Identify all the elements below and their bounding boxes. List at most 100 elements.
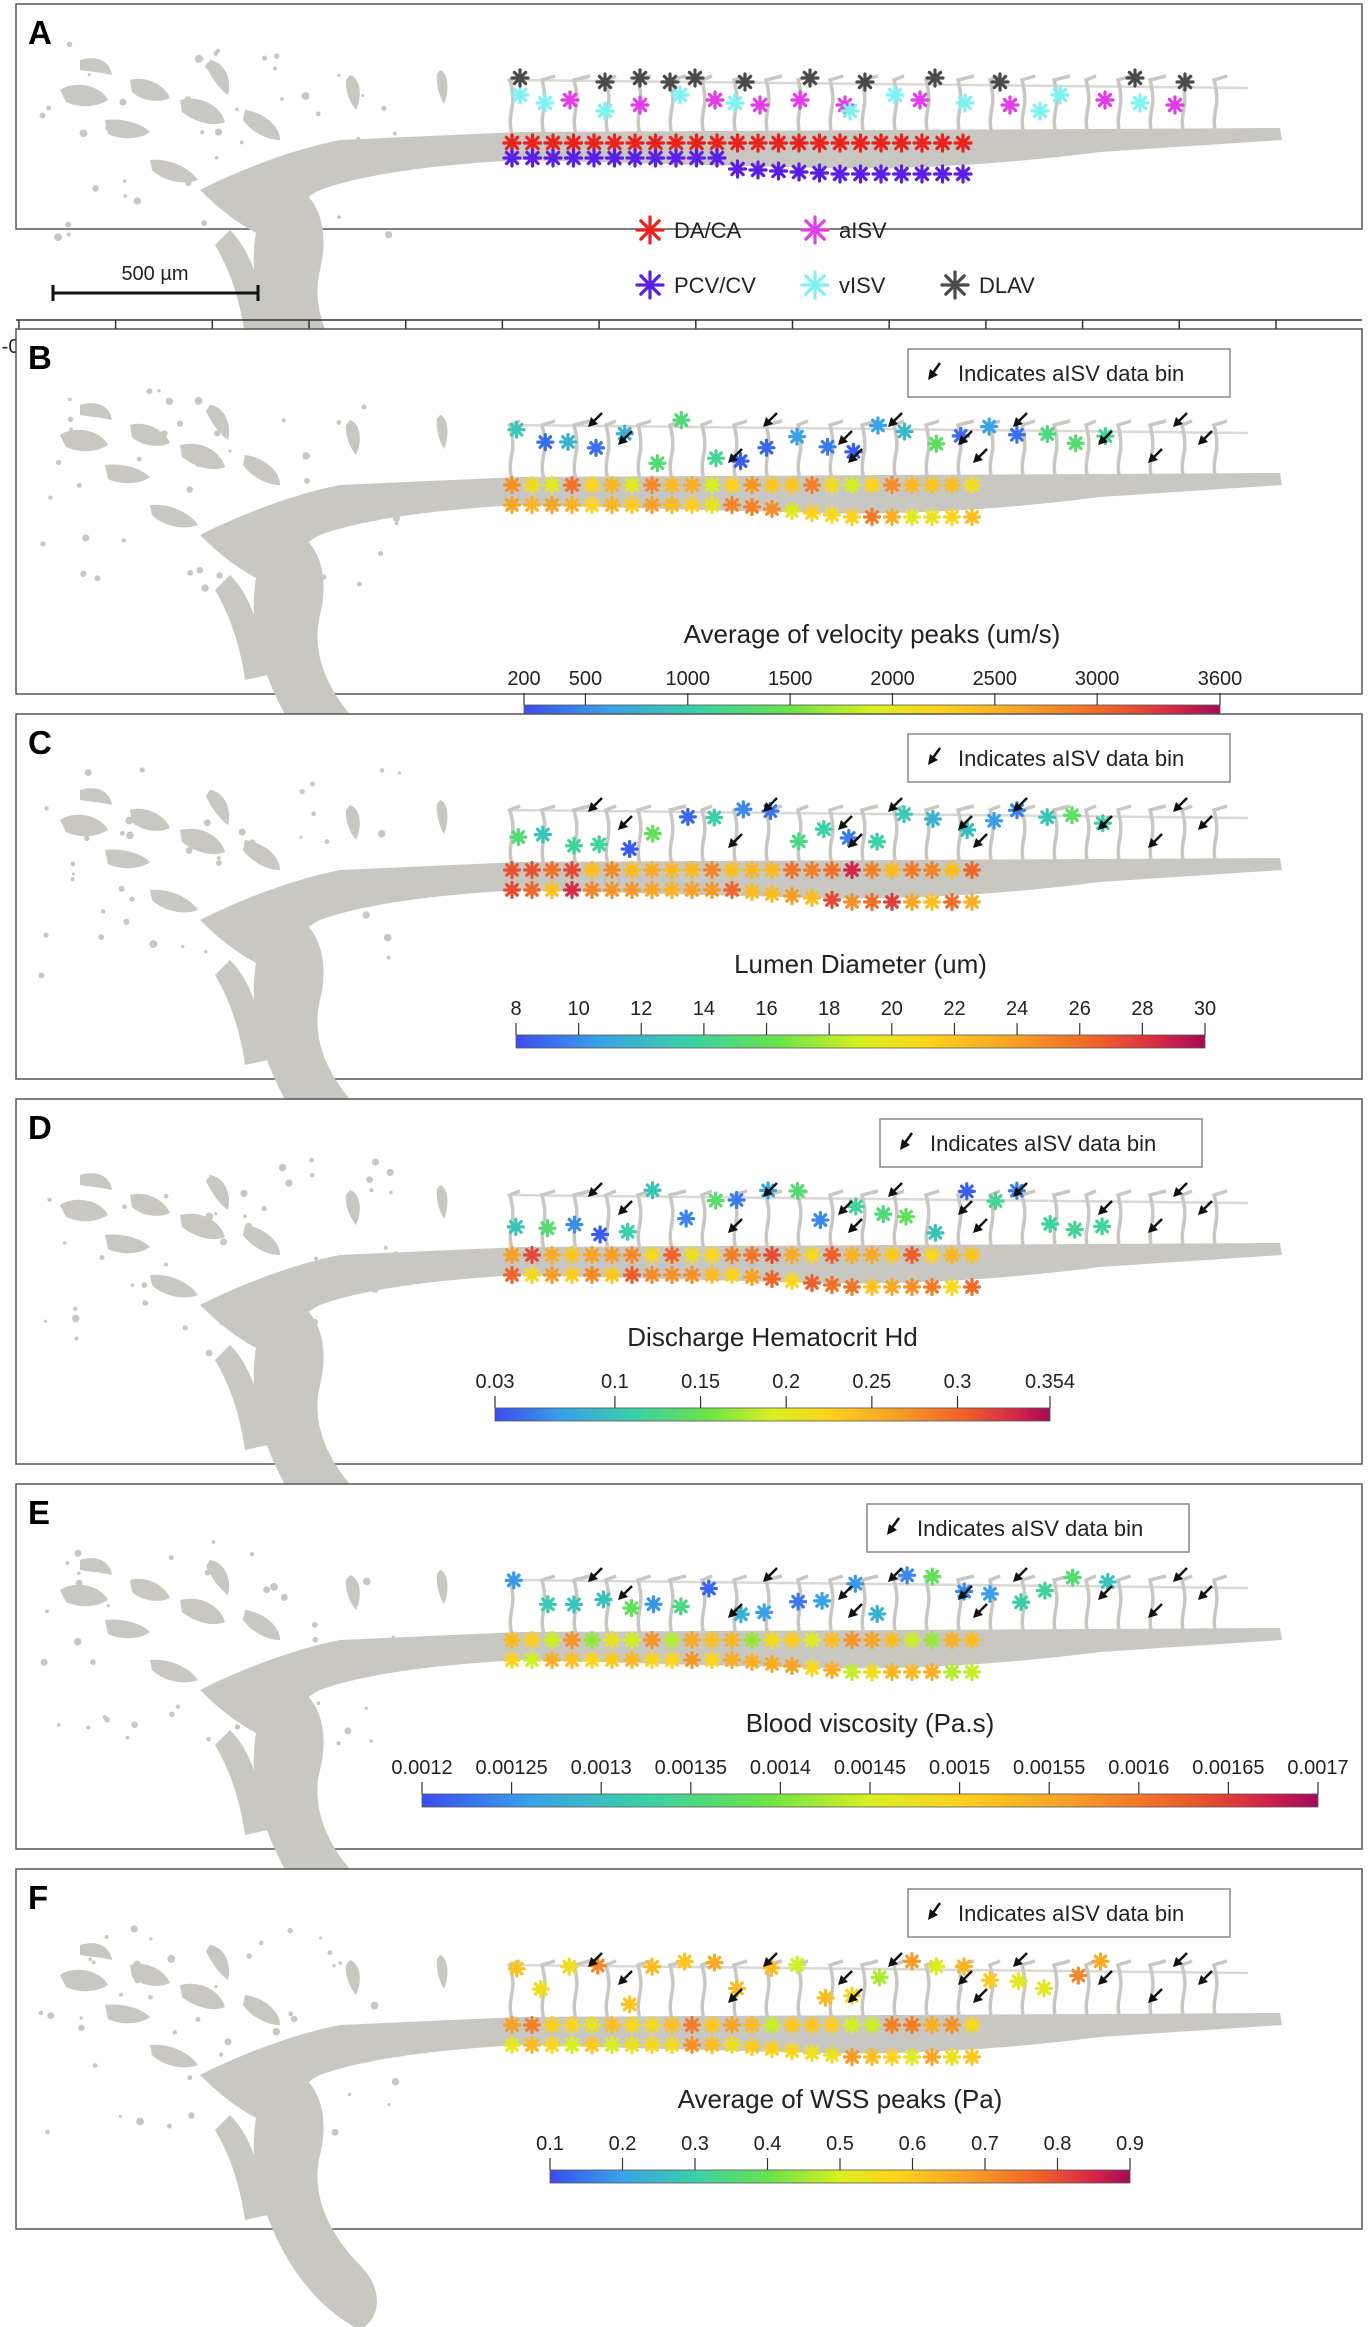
isv-marker <box>757 438 776 457</box>
da-marker <box>642 2015 662 2035</box>
da-marker <box>822 2015 842 2035</box>
da-ca-marker <box>850 133 871 153</box>
isv-marker <box>620 839 639 859</box>
da-ca-marker <box>584 133 604 153</box>
isv-marker <box>787 427 807 446</box>
colorbar-tick-label: 0.0013 <box>571 1757 632 1779</box>
note-text: Indicates aISV data bin <box>958 361 1184 386</box>
isv-marker <box>896 1207 916 1226</box>
legend-item: aISV <box>800 215 887 245</box>
dlav-marker <box>1125 68 1145 88</box>
da-marker <box>522 1245 542 1265</box>
da-marker <box>902 860 922 880</box>
zebrafish-vasculature <box>38 1925 1282 2327</box>
aisv-arrow-icon <box>588 412 603 427</box>
da-marker <box>622 2015 642 2035</box>
da-marker <box>582 1245 602 1265</box>
aisv-arrow-icon <box>1098 1970 1113 1985</box>
da-ca-marker <box>522 133 543 153</box>
isv-marker <box>1098 1572 1117 1592</box>
aisv-arrow-icon <box>618 815 633 830</box>
pcv-marker <box>662 2035 682 2055</box>
da-marker <box>702 1630 722 1650</box>
da-marker <box>562 2015 582 2035</box>
da-ca-marker <box>563 133 584 153</box>
visv-marker <box>510 85 530 105</box>
pcv-marker <box>702 2035 722 2055</box>
pcv-marker <box>562 495 582 515</box>
aisv-note: Indicates aISV data bin <box>907 348 1231 398</box>
aisv-marker <box>790 90 810 110</box>
dlav-marker <box>630 68 650 88</box>
colorbar-tick-label: 28 <box>1131 998 1153 1020</box>
colorbar-tick-label: 0.4 <box>754 2133 782 2155</box>
pcv-marker <box>762 1269 782 1289</box>
colorbar: Lumen Diameter (um) 8 10 12 14 16 18 20 22 24 26 28… <box>510 949 1216 1049</box>
colorbar-tick-label: 0.0014 <box>750 1757 811 1779</box>
pcv-marker <box>862 1277 882 1297</box>
data-markers <box>502 411 1213 527</box>
da-marker <box>962 1245 982 1265</box>
colorbar-tick-label: 500 <box>569 668 602 690</box>
da-marker <box>662 1245 682 1265</box>
pcv-marker <box>742 1267 762 1287</box>
da-marker <box>962 1630 982 1650</box>
isv-marker <box>699 1579 718 1598</box>
legend-item: vISV <box>800 270 886 300</box>
pcv-marker <box>542 495 562 515</box>
da-marker <box>762 475 782 495</box>
da-marker <box>662 475 682 495</box>
aisv-arrow-icon <box>763 797 778 812</box>
da-marker <box>742 2015 762 2035</box>
isv-marker <box>789 832 808 851</box>
da-marker <box>762 1245 782 1265</box>
aisv-arrow-icon <box>888 1567 903 1582</box>
pcv-marker <box>702 1650 722 1670</box>
dlav-marker <box>685 68 705 88</box>
pcv-marker <box>622 2035 642 2055</box>
aisv-arrow-icon <box>728 448 743 463</box>
isv-marker <box>558 432 578 452</box>
visv-marker <box>1130 93 1150 113</box>
isv-marker <box>926 1223 945 1242</box>
isv-marker <box>898 1566 917 1585</box>
aisv-arrow-icon <box>1198 430 1213 445</box>
da-ca-marker <box>707 133 727 153</box>
pcv-marker <box>962 1277 982 1297</box>
aisv-arrow-icon <box>1148 1218 1163 1233</box>
aisv-arrow-icon <box>958 1585 973 1600</box>
pcv-cv-marker <box>543 148 563 168</box>
panel-letter: E <box>28 1494 50 1531</box>
da-marker <box>722 475 742 495</box>
isv-vessels <box>506 1959 1249 2021</box>
arrow-icon <box>928 1902 942 1920</box>
colorbar-tick-label: 0.25 <box>852 1371 891 1393</box>
pcv-marker <box>962 2047 982 2067</box>
da-marker <box>602 1245 622 1265</box>
isv-marker <box>560 1957 579 1976</box>
pcv-marker <box>942 507 962 527</box>
pcv-marker <box>722 2035 742 2055</box>
pcv-marker <box>842 507 862 527</box>
aisv-arrow-icon <box>1013 1182 1028 1197</box>
isv-marker <box>927 434 946 453</box>
pcv-marker <box>822 1275 842 1295</box>
da-marker <box>642 1630 662 1650</box>
colorbar-tick-label: 10 <box>568 998 590 1020</box>
colorbar-tick-label: 16 <box>755 998 777 1020</box>
isv-marker <box>727 1190 746 1210</box>
da-marker <box>922 1630 942 1650</box>
pcv-marker <box>882 1277 902 1297</box>
visv-marker <box>670 85 690 105</box>
note-text: Indicates aISV data bin <box>958 1901 1184 1926</box>
da-marker <box>942 1245 962 1265</box>
isv-marker <box>980 1584 1000 1603</box>
pcv-marker <box>662 880 682 900</box>
dlav-marker <box>660 72 680 92</box>
pcv-marker <box>862 1662 882 1682</box>
pcv-cv-marker <box>666 148 686 168</box>
aisv-marker <box>910 90 930 110</box>
colorbar-tick-label: 0.0016 <box>1108 1757 1169 1779</box>
da-marker <box>542 1245 562 1265</box>
pcv-marker <box>822 1660 842 1680</box>
